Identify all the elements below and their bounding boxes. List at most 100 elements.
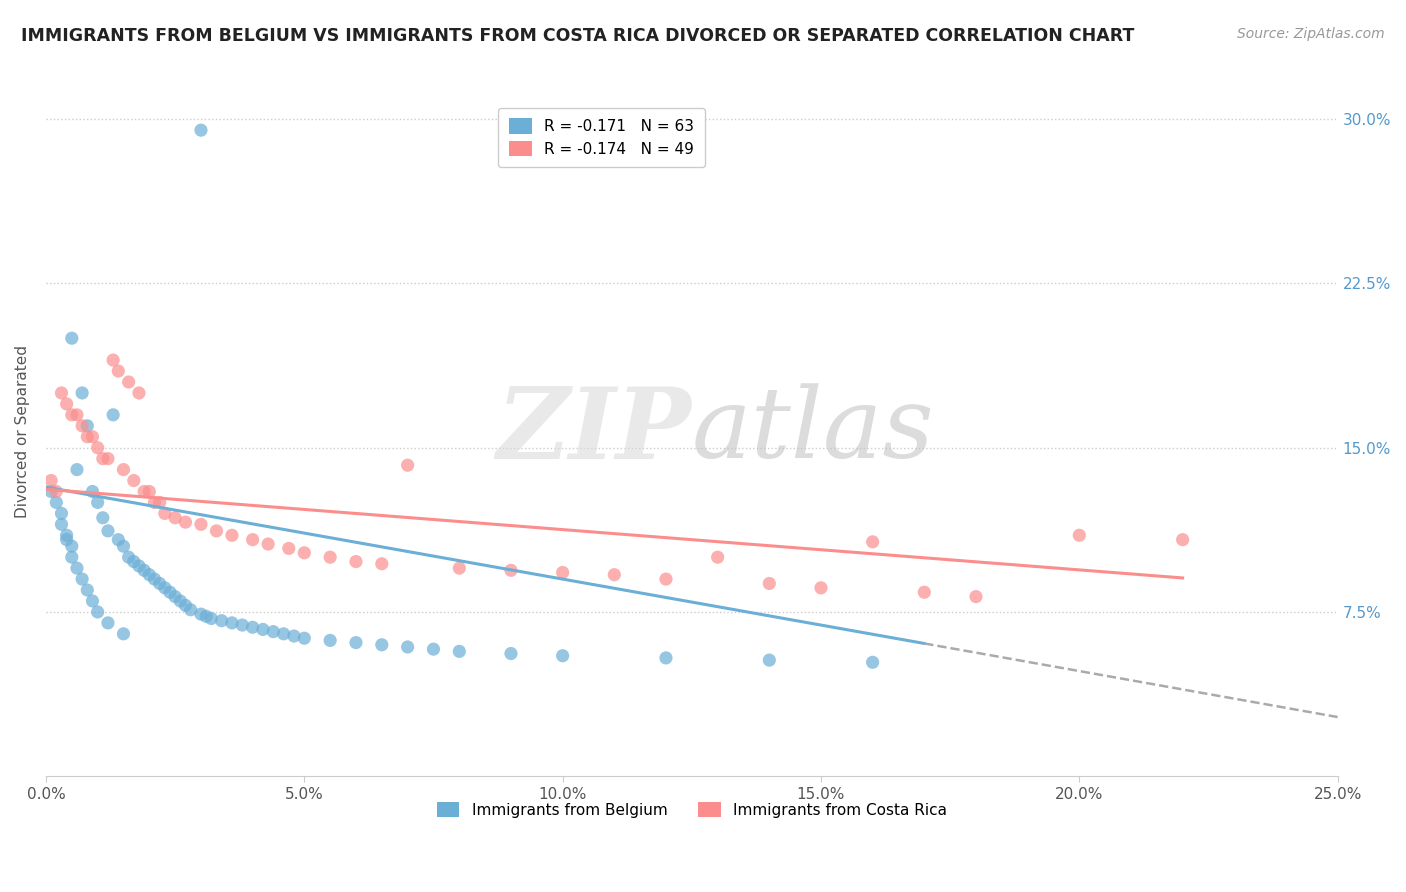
- Point: [706, 550, 728, 565]
- Point: [169, 594, 191, 608]
- Point: [273, 627, 295, 641]
- Point: [91, 510, 114, 524]
- Point: [758, 653, 780, 667]
- Point: [319, 550, 342, 565]
- Point: [242, 533, 264, 547]
- Point: [231, 618, 253, 632]
- Point: [66, 561, 89, 575]
- Point: [758, 576, 780, 591]
- Point: [242, 620, 264, 634]
- Point: [283, 629, 305, 643]
- Point: [39, 474, 62, 488]
- Point: [138, 567, 160, 582]
- Point: [221, 528, 243, 542]
- Point: [55, 528, 77, 542]
- Point: [128, 386, 150, 401]
- Point: [101, 353, 124, 368]
- Point: [51, 517, 73, 532]
- Point: [91, 451, 114, 466]
- Text: ZIP: ZIP: [496, 383, 692, 480]
- Point: [292, 631, 315, 645]
- Point: [449, 644, 471, 658]
- Point: [655, 572, 678, 586]
- Point: [211, 614, 233, 628]
- Text: IMMIGRANTS FROM BELGIUM VS IMMIGRANTS FROM COSTA RICA DIVORCED OR SEPARATED CORR: IMMIGRANTS FROM BELGIUM VS IMMIGRANTS FR…: [21, 27, 1135, 45]
- Point: [912, 585, 935, 599]
- Point: [149, 576, 172, 591]
- Point: [190, 517, 212, 532]
- Point: [165, 510, 187, 524]
- Point: [117, 375, 139, 389]
- Point: [205, 524, 228, 538]
- Point: [153, 507, 176, 521]
- Point: [138, 484, 160, 499]
- Point: [70, 386, 93, 401]
- Point: [371, 638, 394, 652]
- Point: [174, 599, 197, 613]
- Point: [60, 550, 83, 565]
- Point: [862, 534, 884, 549]
- Point: [195, 609, 218, 624]
- Point: [190, 123, 212, 137]
- Point: [82, 430, 104, 444]
- Point: [396, 458, 419, 473]
- Point: [76, 418, 98, 433]
- Point: [82, 594, 104, 608]
- Point: [153, 581, 176, 595]
- Point: [107, 533, 129, 547]
- Point: [45, 495, 67, 509]
- Point: [277, 541, 299, 556]
- Point: [551, 648, 574, 663]
- Point: [200, 611, 222, 625]
- Point: [1171, 533, 1194, 547]
- Point: [55, 533, 77, 547]
- Point: [39, 484, 62, 499]
- Text: atlas: atlas: [692, 384, 935, 479]
- Point: [55, 397, 77, 411]
- Point: [603, 567, 626, 582]
- Point: [112, 539, 135, 553]
- Point: [449, 561, 471, 575]
- Point: [45, 484, 67, 499]
- Point: [344, 635, 367, 649]
- Point: [396, 640, 419, 654]
- Point: [965, 590, 987, 604]
- Text: Source: ZipAtlas.com: Source: ZipAtlas.com: [1237, 27, 1385, 41]
- Point: [86, 605, 108, 619]
- Point: [159, 585, 181, 599]
- Point: [221, 615, 243, 630]
- Point: [252, 623, 274, 637]
- Point: [143, 572, 166, 586]
- Point: [862, 655, 884, 669]
- Point: [810, 581, 832, 595]
- Point: [60, 331, 83, 345]
- Point: [112, 462, 135, 476]
- Point: [122, 555, 145, 569]
- Point: [51, 507, 73, 521]
- Point: [66, 462, 89, 476]
- Point: [190, 607, 212, 621]
- Point: [70, 418, 93, 433]
- Point: [107, 364, 129, 378]
- Point: [499, 647, 522, 661]
- Point: [86, 495, 108, 509]
- Point: [97, 451, 120, 466]
- Point: [97, 615, 120, 630]
- Point: [143, 495, 166, 509]
- Point: [60, 408, 83, 422]
- Point: [165, 590, 187, 604]
- Point: [70, 572, 93, 586]
- Point: [66, 408, 89, 422]
- Point: [180, 603, 202, 617]
- Point: [257, 537, 280, 551]
- Point: [134, 563, 156, 577]
- Point: [371, 557, 394, 571]
- Point: [499, 563, 522, 577]
- Legend: Immigrants from Belgium, Immigrants from Costa Rica: Immigrants from Belgium, Immigrants from…: [430, 796, 953, 823]
- Point: [262, 624, 284, 639]
- Point: [97, 524, 120, 538]
- Point: [134, 484, 156, 499]
- Point: [551, 566, 574, 580]
- Point: [422, 642, 444, 657]
- Point: [51, 386, 73, 401]
